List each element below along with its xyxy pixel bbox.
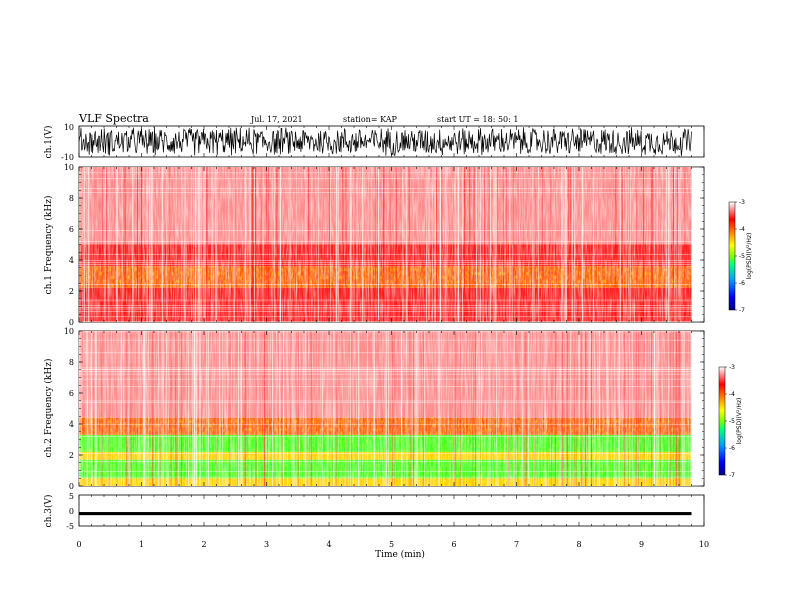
time-tick-label: 3 [264, 540, 269, 549]
ch3-waveform-trace [79, 512, 692, 516]
colorbar-tick-label: -4 [739, 226, 745, 233]
colorbar-tick-label: -5 [729, 418, 735, 425]
date-label: Jul. 17, 2021 [250, 115, 303, 124]
time-axis-labels: 0 1 2 3 4 5 6 7 8 9 10 [76, 540, 709, 549]
station-label: station= KAP [343, 115, 398, 124]
frequency-tick-label: 2 [69, 287, 74, 296]
frequency-tick-label: 4 [69, 256, 74, 265]
ch3-ytick-bottom: -5 [66, 522, 74, 531]
ch2-spectrogram-panel: 0 2 4 6 8 10 ch.2 Frequency (kHz) [43, 327, 705, 491]
frequency-tick-label: 8 [69, 194, 74, 203]
start-time-label: start UT = 18: 50: 1 [437, 115, 518, 124]
colorbar-tick-label: -7 [739, 307, 745, 314]
frequency-tick-label: 2 [69, 451, 74, 460]
frequency-tick-label: 10 [64, 327, 74, 336]
colorbar-tick-label: -7 [729, 472, 735, 479]
colorbar-tick-label: -3 [739, 199, 745, 206]
colorbar-tick-label: -4 [729, 391, 735, 398]
frequency-tick-label: 6 [69, 389, 74, 398]
time-tick-label: 9 [639, 540, 644, 549]
ch1-spectrogram [79, 167, 704, 322]
time-tick-label: 2 [201, 540, 206, 549]
time-tick-label: 7 [514, 540, 519, 549]
ch1-waveform-panel: 10 -10 ch.1(V) [43, 123, 705, 162]
ch3-ytick-top: 5 [69, 492, 74, 501]
colorbar-tick-label: -6 [739, 280, 745, 287]
ch1-colorbar-label: log(PSD)(V²/Hz) [746, 233, 753, 280]
time-tick-label: 4 [326, 540, 331, 549]
ch3-waveform-ylabel: ch.3(V) [43, 495, 54, 528]
ch1-ytick-bottom: -10 [61, 153, 74, 162]
ch2-spectrogram-ylabel: ch.2 Frequency (kHz) [43, 359, 54, 458]
frequency-tick-label: 6 [69, 225, 74, 234]
ch1-spectrogram-panel: 0 2 4 6 8 10 ch.1 Frequency (kHz) [43, 163, 705, 327]
ch1-waveform-line [78, 127, 692, 157]
time-tick-label: 10 [699, 540, 709, 549]
time-axis-title: Time (min) [375, 549, 425, 560]
ch1-spectrogram-ylabel: ch.1 Frequency (kHz) [43, 196, 54, 295]
ch2-colorbar: -3 -4 -5 -6 -7 log(PSD)(V²/Hz) [718, 364, 743, 479]
colorbar-tick-label: -6 [729, 445, 735, 452]
ch1-waveform-ylabel: ch.1(V) [43, 126, 54, 159]
ch3-waveform-line [79, 512, 692, 516]
colorbar-tick-label: -5 [739, 253, 745, 260]
time-tick-label: 6 [451, 540, 456, 549]
frequency-tick-label: 10 [64, 163, 74, 172]
frequency-tick-label: 4 [69, 420, 74, 429]
ch1-ytick-top: 10 [64, 123, 74, 132]
time-tick-label: 5 [389, 540, 394, 549]
time-tick-label: 1 [139, 540, 144, 549]
ch2-colorbar-label: log(PSD)(V²/Hz) [736, 398, 743, 445]
ch1-colorbar: -3 -4 -5 -6 -7 log(PSD)(V²/Hz) [728, 199, 753, 314]
frequency-tick-label: 0 [69, 482, 74, 491]
time-tick-label: 8 [576, 540, 581, 549]
time-tick-label: 0 [76, 540, 81, 549]
ch3-waveform-panel: 5 0 -5 ch.3(V) [43, 492, 705, 531]
colorbar-tick-label: -3 [729, 364, 735, 371]
ch2-spectrogram [78, 331, 704, 486]
figure-title: VLF Spectra [78, 112, 149, 125]
ch3-ytick-mid: 0 [69, 507, 74, 516]
frequency-tick-label: 8 [69, 358, 74, 367]
ch1-waveform-trace [78, 127, 692, 157]
frequency-tick-label: 0 [69, 318, 74, 327]
